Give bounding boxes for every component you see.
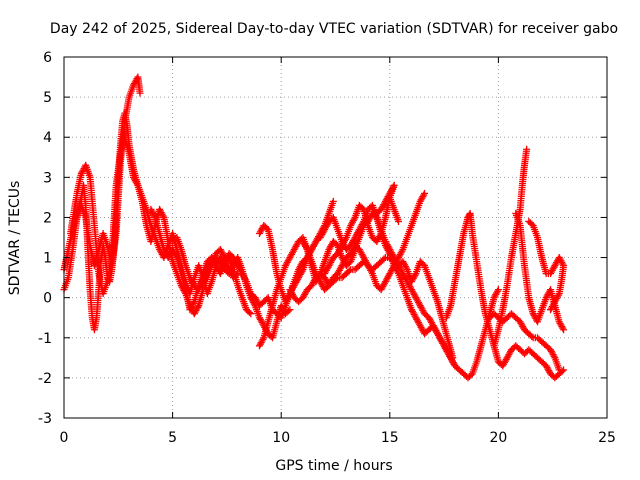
x-tick-label: 15 bbox=[381, 430, 399, 446]
y-tick-label: -2 bbox=[38, 371, 52, 387]
data-point bbox=[449, 354, 457, 362]
data-point-track bbox=[398, 247, 406, 255]
y-tick-label: -3 bbox=[38, 411, 52, 427]
data-point-track bbox=[194, 303, 202, 311]
data-point-track bbox=[189, 299, 197, 307]
data-point-track bbox=[332, 275, 340, 283]
data-point-track bbox=[341, 235, 349, 243]
data-points bbox=[60, 73, 568, 382]
data-point-track bbox=[380, 255, 388, 263]
data-point-track bbox=[547, 304, 555, 312]
data-point-track bbox=[550, 352, 558, 360]
y-tick-label: 6 bbox=[43, 50, 52, 66]
y-tick-label: 1 bbox=[43, 251, 52, 267]
data-point-track bbox=[150, 212, 158, 220]
data-point-track bbox=[385, 248, 393, 256]
x-tick-label: 10 bbox=[272, 430, 290, 446]
data-point bbox=[329, 197, 337, 205]
data-point-track bbox=[559, 324, 567, 332]
data-point-track bbox=[284, 307, 292, 315]
y-axis-label: SDTVAR / TECUs bbox=[7, 181, 23, 296]
y-tick-label: 2 bbox=[43, 210, 52, 226]
plot-frame bbox=[63, 56, 608, 419]
data-point bbox=[560, 326, 568, 334]
data-point-track bbox=[350, 215, 358, 223]
data-point-track bbox=[172, 252, 180, 260]
chart-title: Day 242 of 2025, Sidereal Day-to-day VTE… bbox=[50, 21, 618, 37]
data-point bbox=[286, 306, 294, 314]
x-axis-label: GPS time / hours bbox=[275, 458, 392, 474]
data-point-track bbox=[420, 191, 428, 199]
data-point-track bbox=[250, 300, 258, 308]
x-tick-label: 5 bbox=[168, 430, 177, 446]
y-tick-label: 5 bbox=[43, 90, 52, 106]
data-point-track bbox=[376, 231, 384, 239]
data-point bbox=[523, 145, 531, 153]
data-point-track bbox=[528, 332, 536, 340]
data-point bbox=[247, 310, 255, 318]
data-point bbox=[547, 306, 555, 314]
axis-ticks: 0 5 10 15 20 25 -3 -2 -1 0 1 2 3 4 5 6 bbox=[38, 50, 616, 446]
data-point-track bbox=[411, 271, 419, 279]
data-point-track bbox=[198, 279, 206, 287]
y-tick-label: 3 bbox=[43, 170, 52, 186]
y-tick-label: 4 bbox=[43, 130, 52, 146]
data-point bbox=[451, 362, 459, 370]
x-tick-label: 0 bbox=[60, 430, 69, 446]
data-point bbox=[421, 189, 429, 197]
data-point bbox=[136, 89, 144, 97]
data-point-track bbox=[494, 287, 502, 295]
y-tick-label: 0 bbox=[43, 291, 52, 307]
x-tick-label: 20 bbox=[489, 430, 507, 446]
x-tick-label: 25 bbox=[598, 430, 616, 446]
data-point-track bbox=[302, 244, 310, 252]
data-point-track bbox=[394, 268, 402, 276]
y-tick-label: -1 bbox=[38, 331, 52, 347]
data-point-track bbox=[450, 360, 458, 368]
data-point bbox=[555, 366, 563, 374]
data-point-track bbox=[133, 180, 141, 188]
data-point-track bbox=[220, 252, 228, 260]
data-point-track bbox=[402, 264, 410, 272]
data-point-track bbox=[345, 267, 353, 275]
data-point-track bbox=[245, 308, 253, 316]
data-point-track bbox=[259, 335, 267, 343]
data-point bbox=[394, 217, 402, 225]
data-point-track bbox=[159, 212, 167, 220]
data-point bbox=[494, 286, 502, 294]
